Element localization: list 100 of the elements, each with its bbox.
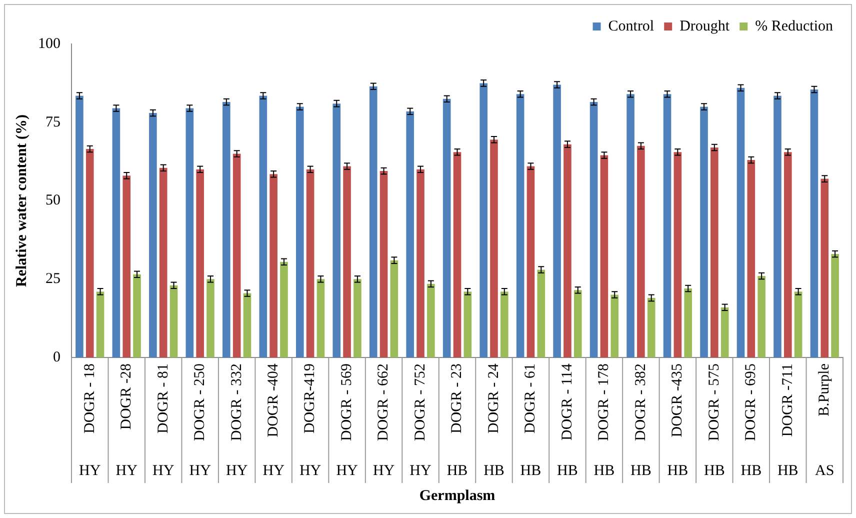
bar bbox=[553, 84, 561, 358]
bar bbox=[186, 108, 194, 358]
x-tick-label: DOGR - 332 bbox=[228, 364, 245, 441]
bar bbox=[480, 83, 488, 358]
text: HB bbox=[557, 462, 578, 479]
legend-label: Drought bbox=[680, 18, 730, 34]
text: HY bbox=[262, 462, 285, 479]
y-tick-label: 75 bbox=[46, 114, 60, 130]
text: HY bbox=[372, 462, 395, 479]
bar bbox=[831, 254, 839, 358]
bar bbox=[232, 154, 241, 358]
bar bbox=[600, 155, 608, 358]
bar bbox=[390, 260, 398, 358]
bar bbox=[736, 88, 745, 358]
bar bbox=[464, 292, 472, 358]
bar bbox=[306, 169, 314, 358]
text: HB bbox=[484, 462, 504, 479]
bar bbox=[574, 290, 582, 358]
bar bbox=[206, 279, 214, 358]
x-tick-label: DOGR -404 bbox=[265, 363, 282, 438]
bar bbox=[243, 293, 252, 358]
legend-label: % Reduction bbox=[755, 18, 834, 34]
bar bbox=[564, 144, 572, 358]
y-tick-label: 25 bbox=[46, 271, 60, 288]
text: HB bbox=[740, 462, 762, 479]
text: HY bbox=[226, 462, 248, 479]
bar bbox=[747, 160, 756, 358]
bar bbox=[96, 292, 104, 358]
x-tick-label: DOGR - 575 bbox=[706, 364, 722, 441]
text: HY bbox=[79, 462, 101, 479]
bar bbox=[442, 98, 451, 358]
text: HY bbox=[116, 462, 138, 479]
text: HY bbox=[410, 462, 432, 479]
bar bbox=[700, 106, 708, 358]
text: HB bbox=[667, 462, 688, 479]
bar bbox=[758, 276, 766, 358]
bar bbox=[427, 284, 435, 358]
x-tick-label: DOGR - 81 bbox=[155, 364, 172, 434]
x-tick-label: DOGR - 382 bbox=[632, 364, 649, 441]
x-tick-label: DOGR -28 bbox=[118, 364, 135, 430]
text: HB bbox=[777, 462, 798, 479]
x-tick-label: DOGR - 23 bbox=[449, 364, 466, 434]
x-tick-label: DOGR - 61 bbox=[522, 364, 539, 434]
bar bbox=[343, 166, 351, 358]
legend-label: Control bbox=[608, 18, 654, 34]
bar bbox=[369, 86, 378, 358]
bar bbox=[354, 279, 362, 358]
bar bbox=[159, 168, 168, 358]
x-tick-label: DOGR - 569 bbox=[338, 364, 355, 441]
bar bbox=[149, 112, 157, 358]
bar bbox=[794, 292, 802, 358]
bar bbox=[196, 169, 204, 358]
bar bbox=[259, 96, 268, 358]
text: AS bbox=[815, 462, 834, 479]
text: HY bbox=[299, 462, 322, 479]
y-tick-label: 100 bbox=[38, 36, 60, 52]
bar bbox=[280, 262, 288, 358]
bar bbox=[610, 294, 619, 358]
bar bbox=[453, 152, 462, 358]
bar bbox=[122, 176, 131, 358]
x-tick-label: B.Purple bbox=[816, 363, 833, 416]
text: HY bbox=[336, 462, 358, 479]
x-tick-label: DOGR -711 bbox=[780, 364, 796, 437]
bar bbox=[76, 96, 84, 358]
bar bbox=[774, 96, 782, 358]
text: HB bbox=[594, 462, 615, 479]
bar bbox=[784, 152, 792, 358]
text: HB bbox=[520, 462, 542, 479]
bar bbox=[537, 270, 546, 358]
text: HB bbox=[630, 462, 652, 479]
bar bbox=[112, 108, 120, 358]
x-tick-label: DOGR - 178 bbox=[596, 364, 612, 441]
bar bbox=[416, 169, 424, 358]
x-tick-label: DOGR - 18 bbox=[82, 364, 98, 434]
x-tick-label: DOGR - 662 bbox=[376, 364, 392, 441]
bar bbox=[820, 178, 829, 358]
bar bbox=[626, 94, 634, 358]
bar bbox=[684, 288, 692, 358]
x-tick-label: DOGR - 250 bbox=[192, 364, 208, 441]
bar bbox=[637, 146, 645, 358]
bar bbox=[270, 174, 278, 358]
text: HY bbox=[189, 462, 212, 479]
x-tick-label: DOGR -435 bbox=[670, 364, 686, 438]
bar bbox=[406, 111, 414, 358]
bar bbox=[222, 102, 230, 358]
bar bbox=[380, 170, 388, 358]
bar bbox=[810, 89, 818, 358]
text: HB bbox=[704, 462, 725, 479]
x-tick-label: DOGR - 752 bbox=[412, 364, 428, 441]
text: HB bbox=[446, 462, 468, 479]
bar bbox=[647, 298, 656, 358]
bar bbox=[663, 94, 672, 358]
bar bbox=[316, 279, 325, 358]
x-axis-title: Germplasm bbox=[419, 488, 496, 504]
bar bbox=[133, 274, 141, 358]
bar bbox=[516, 94, 524, 358]
y-tick-label: 50 bbox=[46, 192, 60, 209]
x-tick-label: DOGR - 695 bbox=[743, 364, 760, 441]
bar bbox=[170, 285, 178, 358]
bar bbox=[500, 292, 508, 358]
